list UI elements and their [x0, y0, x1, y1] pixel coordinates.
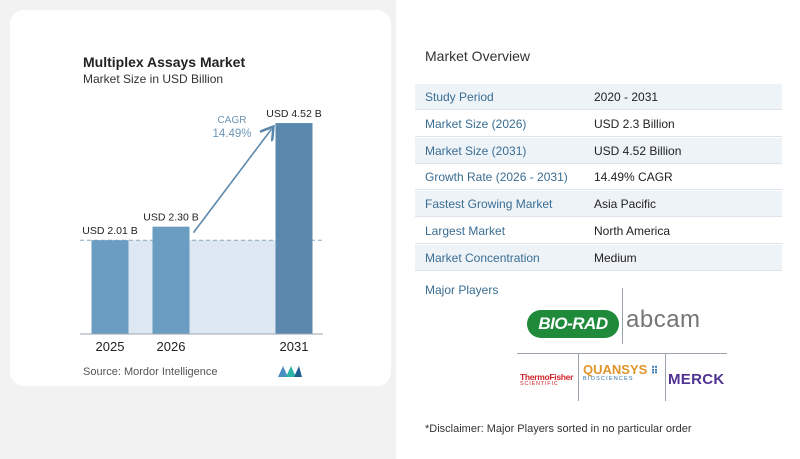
- chart-subtitle: Market Size in USD Billion: [83, 72, 224, 86]
- data-label: USD 2.30 B: [143, 212, 198, 224]
- biorad-logo: BIO-RAD: [527, 310, 619, 338]
- bar: [152, 226, 190, 334]
- data-label: USD 4.52 B: [266, 108, 321, 120]
- logo-divider-horizontal: [517, 353, 727, 354]
- thermofisher-subtext: SCIENTIFIC: [520, 380, 559, 387]
- overview-title: Market Overview: [425, 48, 531, 64]
- overview-key: Market Size (2031): [425, 143, 527, 158]
- overview-row: Study Period 2020 - 2031: [415, 84, 782, 110]
- thermofisher-logo: ThermoFisher SCIENTIFIC: [520, 373, 578, 387]
- overview-value: 2020 - 2031: [594, 90, 659, 104]
- quansys-wordmark: QUANSYS ⠿: [583, 362, 659, 377]
- overview-row: Largest Market North America: [415, 218, 782, 244]
- logo-divider-vertical: [622, 288, 623, 344]
- overview-value: USD 4.52 Billion: [594, 143, 682, 158]
- disclaimer: *Disclaimer: Major Players sorted in no …: [425, 423, 692, 435]
- quansys-logo: QUANSYS ⠿ BIOSCIENCES: [583, 363, 663, 383]
- overview-key: Fastest Growing Market: [425, 197, 553, 212]
- mordor-logo: [278, 366, 302, 377]
- logo-divider-right: [665, 353, 666, 401]
- overview-row: Market Size (2026) USD 2.3 Billion: [415, 111, 782, 137]
- overview-key: Market Concentration: [425, 250, 540, 265]
- merck-logo: MERCK: [668, 371, 725, 388]
- overview-key: Largest Market: [425, 224, 506, 238]
- overview-value: North America: [594, 224, 671, 238]
- overview-value: USD 2.3 Billion: [594, 116, 675, 131]
- overview-card: [396, 0, 800, 459]
- data-label: USD 2.01 B: [82, 225, 137, 237]
- overview-key: Growth Rate (2026 - 2031): [425, 170, 568, 185]
- tick-label: 2025: [96, 339, 125, 354]
- thermofisher-wordmark: ThermoFisher: [520, 372, 574, 382]
- players-label: Major Players: [425, 283, 499, 297]
- quansys-subtext: BIOSCIENCES: [583, 376, 634, 382]
- bar: [91, 240, 129, 334]
- overview-value: 14.49% CAGR: [594, 170, 673, 185]
- overview-key: Study Period: [425, 90, 494, 104]
- overview-row: Market Size (2031) USD 4.52 Billion: [415, 137, 782, 164]
- overview-row: Fastest Growing Market Asia Pacific: [415, 191, 782, 218]
- overview-value: Asia Pacific: [594, 197, 657, 212]
- logo-divider-left: [578, 353, 579, 401]
- abcam-logo: abcam: [626, 306, 701, 333]
- bar: [275, 123, 313, 334]
- dots-icon: ⠿: [650, 366, 659, 377]
- bar-chart: USD 2.01 B 2025 USD 2.30 B 2026 USD 4.52 B 20…: [80, 108, 323, 354]
- tick-label: 2026: [157, 339, 186, 354]
- overview-row: Market Concentration Medium: [415, 244, 782, 271]
- cagr-arrow: [192, 129, 272, 234]
- chart-title: Multiplex Assays Market: [83, 54, 246, 70]
- overview-value: Medium: [594, 250, 637, 265]
- source-text: Source: Mordor Intelligence: [83, 366, 218, 378]
- cagr-value: 14.49%: [212, 128, 251, 140]
- cagr-label: CAGR: [218, 115, 247, 126]
- overview-row: Growth Rate (2026 - 2031) 14.49% CAGR: [415, 164, 782, 191]
- overview-key: Market Size (2026): [425, 116, 527, 131]
- tick-label: 2031: [280, 339, 309, 354]
